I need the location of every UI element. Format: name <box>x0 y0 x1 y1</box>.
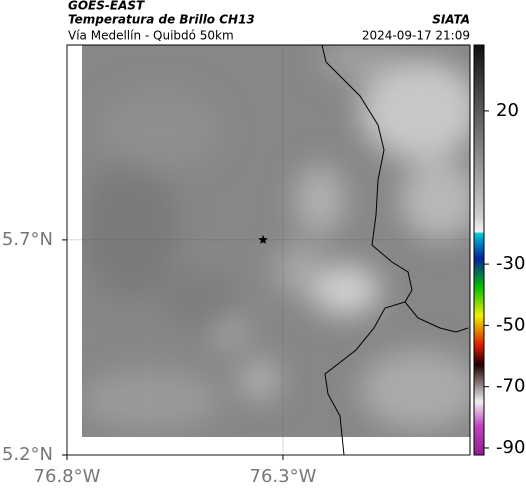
colorbar-label: -70 <box>496 376 525 397</box>
title: Temperatura de Brillo CH13 <box>68 13 255 27</box>
x-tick-label: 76.3°W <box>250 466 317 487</box>
subtitle: Vía Medellín - Quibdó 50km <box>68 29 234 43</box>
source: GOES-EAST <box>68 0 145 13</box>
colorbar <box>473 44 485 456</box>
colorbar-label: -90 <box>496 437 525 458</box>
timestamp: 2024-09-17 21:09 <box>362 29 470 43</box>
border <box>321 44 469 333</box>
y-tick-label: 5.7°N <box>2 229 53 250</box>
map-annotations: 76.8°W 76.3°W 5.2°N 5.7°N 20 -30 -50 -70 -90 <box>2 45 525 487</box>
x-tick-label: 76.8°W <box>34 466 101 487</box>
y-tick-label: 5.2°N <box>2 444 53 465</box>
agency: SIATA <box>432 13 470 27</box>
border <box>324 301 406 456</box>
satellite-image <box>82 45 470 437</box>
colorbar-label: -30 <box>496 253 525 274</box>
colorbar-label: -50 <box>496 314 525 335</box>
location-marker <box>258 234 268 244</box>
colorbar-label: 20 <box>496 100 519 121</box>
